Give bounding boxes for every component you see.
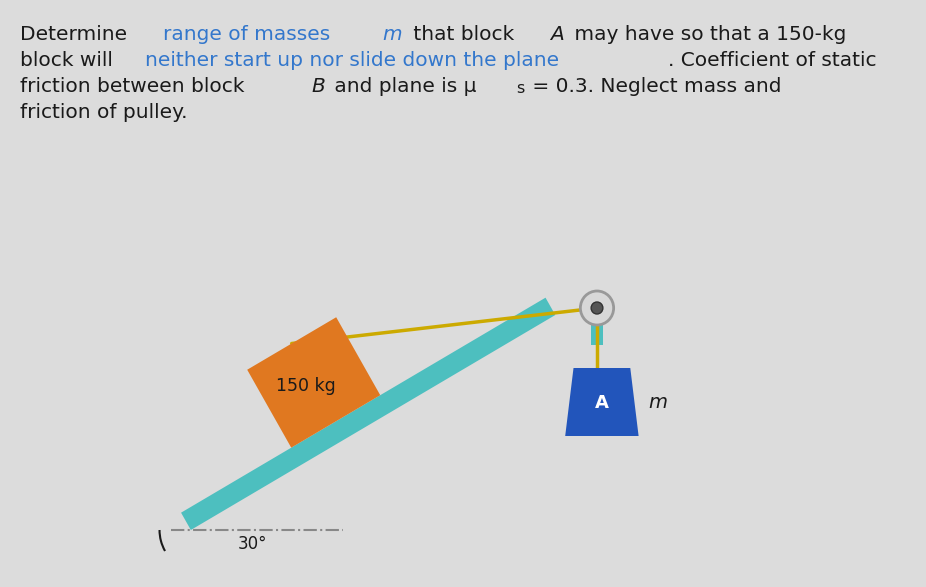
Text: s: s: [516, 81, 524, 96]
Text: A: A: [550, 25, 564, 44]
Circle shape: [591, 302, 603, 314]
Text: block will: block will: [19, 51, 119, 70]
Polygon shape: [247, 317, 381, 448]
Polygon shape: [565, 368, 639, 436]
Bar: [591, 321, 604, 345]
Text: 30°: 30°: [238, 535, 268, 553]
Text: that block: that block: [407, 25, 520, 44]
Polygon shape: [181, 298, 556, 530]
Text: m: m: [648, 393, 668, 411]
Text: neither start up nor slide down the plane: neither start up nor slide down the plan…: [144, 51, 559, 70]
Text: B: B: [311, 77, 325, 96]
Text: friction of pulley.: friction of pulley.: [19, 103, 187, 122]
Text: . Coefficient of static: . Coefficient of static: [668, 51, 876, 70]
Text: A: A: [595, 394, 608, 412]
Text: and plane is μ: and plane is μ: [329, 77, 477, 96]
Circle shape: [581, 291, 614, 325]
Text: may have so that a 150-kg: may have so that a 150-kg: [568, 25, 846, 44]
Text: m: m: [382, 25, 402, 44]
Text: range of masses: range of masses: [163, 25, 336, 44]
Text: 150 kg: 150 kg: [276, 377, 336, 396]
Text: = 0.3. Neglect mass and: = 0.3. Neglect mass and: [527, 77, 782, 96]
Text: Determine: Determine: [19, 25, 133, 44]
Text: friction between block: friction between block: [19, 77, 250, 96]
